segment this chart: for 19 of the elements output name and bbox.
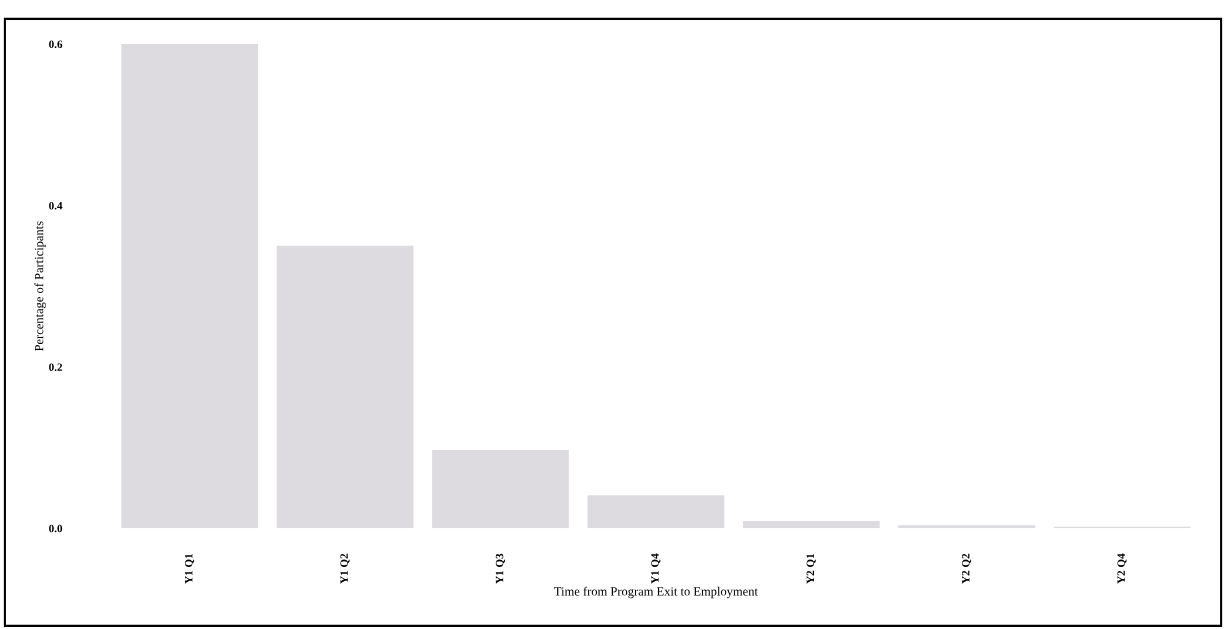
x-tick-label: Y2 Q1	[806, 553, 816, 584]
x-tick-label: Y1 Q4	[651, 553, 661, 584]
y-tick-label: 0.4	[49, 201, 63, 210]
y-tick-label: 0.6	[49, 40, 63, 49]
y-tick-label: 0.2	[49, 363, 63, 371]
bar	[898, 525, 1036, 529]
x-tick-label: Y1 Q1	[185, 553, 195, 584]
y-tick-label: 0.0	[49, 524, 63, 533]
bar	[587, 495, 725, 529]
bar	[276, 245, 414, 529]
x-tick-label: Y2 Q4	[1117, 553, 1127, 584]
x-axis-title: Time from Program Exit to Employment	[554, 586, 758, 599]
x-tick-label: Y1 Q2	[340, 553, 350, 584]
y-axis-title: Percentage of Participants	[34, 221, 46, 352]
bar	[432, 450, 569, 529]
x-tick-label: Y1 Q3	[495, 553, 505, 584]
bar	[121, 44, 259, 529]
bar	[742, 521, 880, 529]
x-tick-label: Y2 Q2	[962, 553, 972, 584]
